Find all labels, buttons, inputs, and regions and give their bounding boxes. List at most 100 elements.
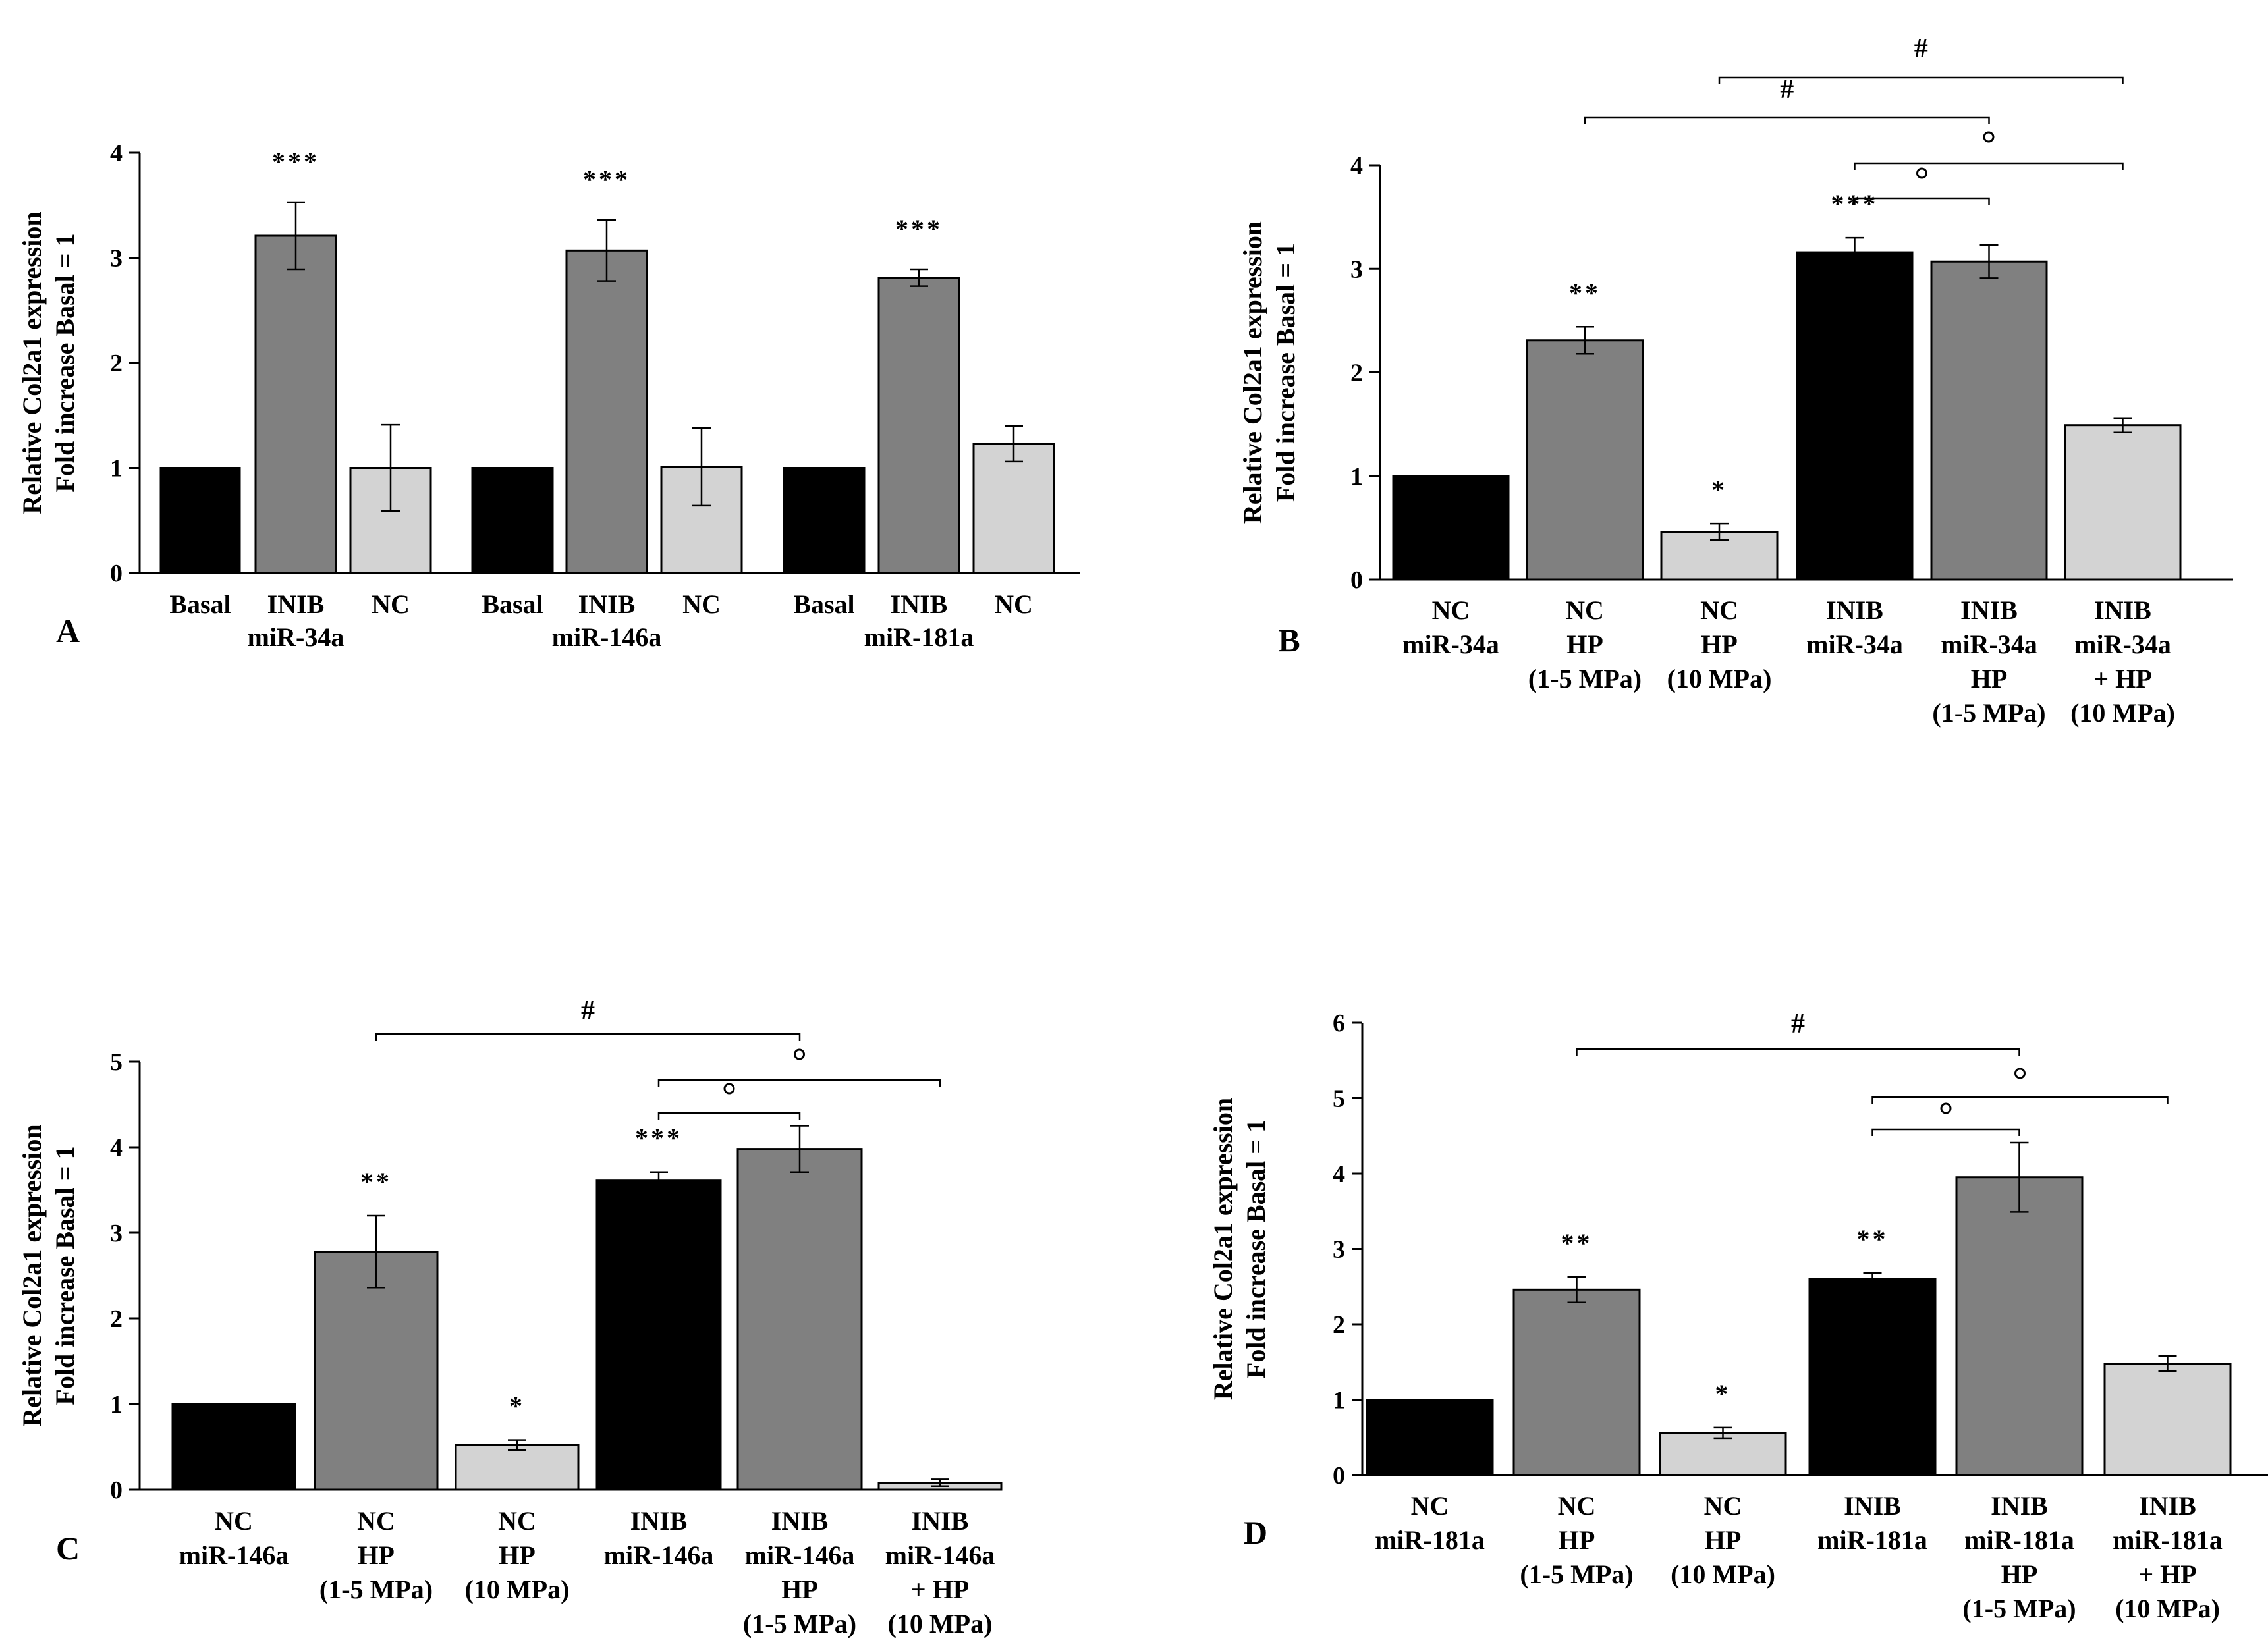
- significance-marker: ***: [583, 165, 630, 194]
- error-bar: [2010, 1141, 2029, 1213]
- category-label: HP: [781, 1575, 818, 1604]
- y-tick-label: 0: [110, 1476, 123, 1504]
- panel-d: 0 1 2 3 4 5 6 Relative Col2a1 expression Fold in…: [1208, 1009, 2268, 1623]
- bracket-symbol: [1940, 1102, 1952, 1114]
- category-label: NC: [1411, 1491, 1449, 1521]
- y-tick-label: 3: [1350, 256, 1363, 283]
- y-tick-label: 2: [110, 350, 123, 377]
- y-tick-label: 1: [110, 455, 123, 483]
- category-label: Basal: [482, 589, 543, 619]
- y-tick-label: 4: [110, 140, 123, 167]
- category-label: (10 MPa): [1671, 1559, 1775, 1589]
- error-bar: [1979, 244, 1999, 279]
- y-tick-label: 0: [110, 560, 123, 587]
- category-label: NC: [1432, 595, 1470, 625]
- bar: [1512, 1288, 1641, 1476]
- error-bar: [508, 1439, 526, 1451]
- category-label: (10 MPa): [1667, 664, 1772, 693]
- bracket-symbol-text: °: [1916, 156, 1927, 186]
- error-bar: [910, 268, 928, 287]
- y-axis-label: Relative Col2a1 expression: [1238, 221, 1267, 524]
- panel-label: B: [1278, 622, 1300, 659]
- category-label: miR-146a: [552, 622, 662, 652]
- bar: [254, 234, 337, 574]
- category-label: NC: [372, 589, 410, 619]
- category-label: NC: [1566, 595, 1604, 625]
- comparison-bracket: °: [657, 1037, 941, 1087]
- y-tick-label: 4: [1333, 1160, 1345, 1188]
- bracket-symbol: [1983, 131, 1995, 143]
- category-label: INIB: [2139, 1491, 2196, 1521]
- bar: [1366, 1399, 1494, 1476]
- bar: [736, 1148, 863, 1491]
- comparison-bracket: #: [375, 996, 801, 1041]
- y-axis-label: Fold increase Basal = 1: [1241, 1120, 1271, 1378]
- error-bar: [931, 1478, 949, 1488]
- error-bar: [790, 1125, 809, 1173]
- category-label: (1-5 MPa): [743, 1609, 856, 1638]
- comparison-bracket: °: [1871, 1102, 2020, 1136]
- error-bar: [287, 201, 305, 271]
- category-label: (10 MPa): [2070, 698, 2175, 728]
- significance-marker: *: [1715, 1379, 1731, 1409]
- y-tick-label: 6: [1333, 1010, 1345, 1037]
- bracket-symbol-text: °: [2014, 1056, 2026, 1087]
- y-axis-label: Relative Col2a1 expression: [1208, 1098, 1238, 1400]
- error-bar: [381, 423, 400, 512]
- panel-label: D: [1244, 1514, 1267, 1551]
- y-axis-label: Fold increase Basal = 1: [1271, 243, 1300, 502]
- y-tick-label: 2: [110, 1305, 123, 1333]
- y-tick-label: 0: [1333, 1462, 1345, 1490]
- bar: [1955, 1176, 2084, 1476]
- category-label: INIB: [771, 1506, 829, 1536]
- y-tick-label: 2: [1350, 360, 1363, 387]
- category-label: NC: [1700, 595, 1738, 625]
- bar: [471, 467, 554, 574]
- bracket-symbol: [1916, 167, 1927, 179]
- bar: [1930, 260, 2048, 581]
- panel-label: C: [56, 1530, 80, 1567]
- category-label: Basal: [793, 589, 854, 619]
- significance-marker: ***: [1831, 189, 1879, 219]
- category-label: (1-5 MPa): [1962, 1594, 2076, 1623]
- category-label: INIB: [1960, 595, 2018, 625]
- y-axis-label: Fold increase Basal = 1: [50, 1146, 80, 1405]
- y-tick-label: 1: [1350, 463, 1363, 491]
- bar: [314, 1251, 439, 1491]
- category-label: INIB: [267, 589, 325, 619]
- error-bar: [2113, 417, 2132, 433]
- panel-b: 0 1 2 3 4 Relative Col2a1 expression Fold incr…: [1238, 34, 2233, 728]
- category-label: NC: [357, 1506, 395, 1536]
- error-bar: [367, 1214, 385, 1289]
- significance-marker: **: [360, 1167, 392, 1197]
- comparison-bracket: °: [1871, 1056, 2169, 1104]
- error-bar: [1713, 1426, 1732, 1440]
- error-bar: [597, 219, 616, 282]
- category-label: (10 MPa): [2115, 1594, 2220, 1623]
- category-label: NC: [215, 1506, 253, 1536]
- category-label: (1-5 MPa): [1528, 664, 1642, 693]
- bracket-symbol-text: °: [794, 1037, 805, 1068]
- y-tick-label: 5: [1333, 1085, 1345, 1113]
- bracket-symbol: [2014, 1068, 2026, 1079]
- significance-marker: **: [1569, 278, 1601, 308]
- category-label: INIB: [1826, 595, 1883, 625]
- error-bar: [692, 427, 711, 507]
- error-bar: [1005, 425, 1023, 463]
- error-bar: [2158, 1355, 2177, 1372]
- bar: [159, 467, 241, 574]
- significance-marker: ***: [272, 147, 319, 176]
- category-label: (1-5 MPa): [1520, 1559, 1633, 1589]
- category-label: miR-146a: [885, 1540, 995, 1570]
- category-label: INIB: [1844, 1491, 1901, 1521]
- bar: [2064, 424, 2182, 581]
- category-label: INIB: [891, 589, 948, 619]
- category-label: + HP: [2138, 1559, 2196, 1589]
- category-label: + HP: [2093, 664, 2151, 693]
- bracket-symbol: #: [1780, 74, 1794, 105]
- category-label: miR-34a: [2074, 630, 2171, 659]
- comparison-bracket: °: [1854, 156, 1990, 205]
- bracket-symbol: #: [1914, 34, 1928, 64]
- category-label: miR-181a: [864, 622, 974, 652]
- bracket-symbol-text: °: [724, 1071, 735, 1102]
